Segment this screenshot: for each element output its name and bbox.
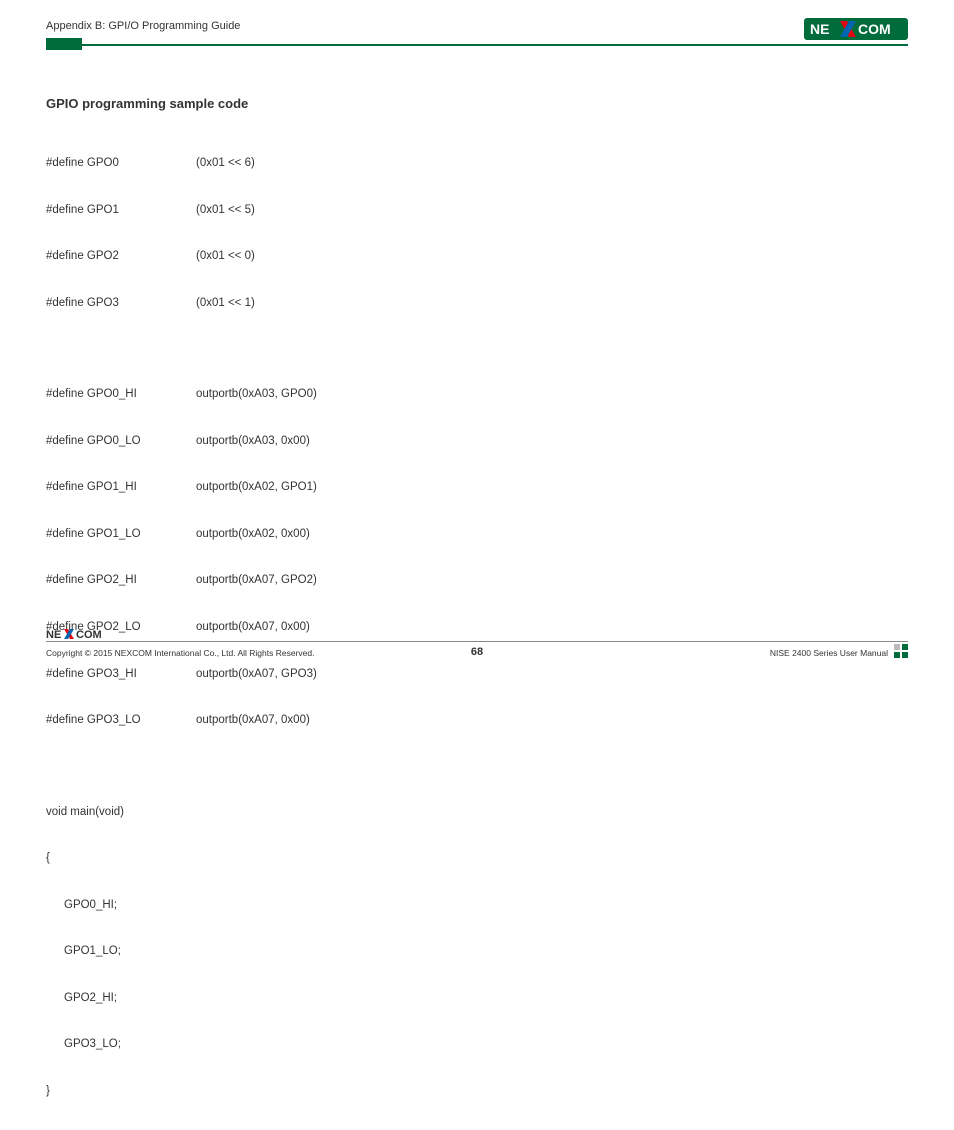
def-l: #define GPO2 [46,249,196,265]
svg-text:NE: NE [810,21,829,37]
code-line: #define GPO2(0x01 << 0) [46,249,908,265]
page-footer: NE COM Copyright © 2015 NEXCOM Internati… [46,628,908,658]
nexcom-logo-top: NE COM [804,18,908,40]
def-l: #define GPO1 [46,203,196,219]
code-line: #define GPO0_LOoutportb(0xA03, 0x00) [46,434,908,450]
def-r: (0x01 << 0) [196,249,255,265]
def-l: #define GPO1_HI [46,480,196,496]
brace-open: { [46,851,908,867]
def-l: #define GPO0 [46,156,196,172]
def-r: outportb(0xA03, 0x00) [196,434,310,450]
main-body-line: GPO2_HI; [46,991,908,1007]
def-r: (0x01 << 1) [196,296,255,312]
footer-rule [46,641,908,642]
code-line: #define GPO1_LOoutportb(0xA02, 0x00) [46,527,908,543]
code-line: #define GPO3(0x01 << 1) [46,296,908,312]
copyright-text: Copyright © 2015 NEXCOM International Co… [46,648,314,658]
def-r: outportb(0xA02, 0x00) [196,527,310,543]
def-l: #define GPO3_LO [46,713,196,729]
code-line: #define GPO2_HIoutportb(0xA07, GPO2) [46,573,908,589]
def-l: #define GPO0_HI [46,387,196,403]
svg-text:COM: COM [858,21,891,37]
code-line: #define GPO1(0x01 << 5) [46,203,908,219]
footer-row: Copyright © 2015 NEXCOM International Co… [46,644,908,658]
code-block-defines1: #define GPO0(0x01 << 6) #define GPO1(0x0… [46,125,908,342]
code-block-defines2: #define GPO0_HIoutportb(0xA03, GPO0) #de… [46,356,908,759]
def-r: outportb(0xA02, GPO1) [196,480,317,496]
section-title: GPIO programming sample code [46,96,908,111]
svg-text:NE: NE [46,629,61,640]
page-number: 68 [471,646,483,658]
def-l: #define GPO3_HI [46,667,196,683]
code-line: #define GPO0_HIoutportb(0xA03, GPO0) [46,387,908,403]
main-body-line: GPO1_LO; [46,944,908,960]
code-line: #define GPO0(0x01 << 6) [46,156,908,172]
page-header: Appendix B: GPI/O Programming Guide NE C… [46,18,908,46]
green-tab [46,38,82,50]
def-r: outportb(0xA07, GPO2) [196,573,317,589]
main-body-line: GPO3_LO; [46,1037,908,1053]
content-area: GPIO programming sample code #define GPO… [46,96,908,1130]
code-line: #define GPO3_HIoutportb(0xA07, GPO3) [46,667,908,683]
code-line: #define GPO3_LOoutportb(0xA07, 0x00) [46,713,908,729]
def-r: outportb(0xA07, 0x00) [196,713,310,729]
svg-text:COM: COM [76,629,102,640]
code-line: #define GPO1_HIoutportb(0xA02, GPO1) [46,480,908,496]
page-corner-icon [894,644,908,658]
code-block-main: void main(void) { GPO0_HI; GPO1_LO; GPO2… [46,774,908,1130]
main-sig: void main(void) [46,805,908,821]
main-body-line: GPO0_HI; [46,898,908,914]
nexcom-logo-footer: NE COM [46,628,908,640]
def-l: #define GPO0_LO [46,434,196,450]
def-r: (0x01 << 5) [196,203,255,219]
def-l: #define GPO1_LO [46,527,196,543]
def-r: outportb(0xA03, GPO0) [196,387,317,403]
def-l: #define GPO3 [46,296,196,312]
manual-name: NISE 2400 Series User Manual [770,648,888,658]
def-r: outportb(0xA07, GPO3) [196,667,317,683]
brace-close: } [46,1084,908,1100]
header-title: Appendix B: GPI/O Programming Guide [46,18,240,32]
def-l: #define GPO2_HI [46,573,196,589]
def-r: (0x01 << 6) [196,156,255,172]
